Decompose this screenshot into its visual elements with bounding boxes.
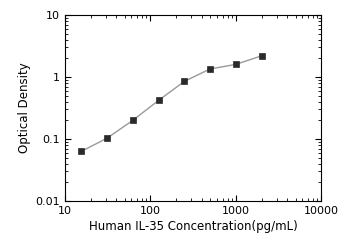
X-axis label: Human IL-35 Concentration(pg/mL): Human IL-35 Concentration(pg/mL) — [89, 220, 298, 233]
Y-axis label: Optical Density: Optical Density — [18, 63, 31, 153]
